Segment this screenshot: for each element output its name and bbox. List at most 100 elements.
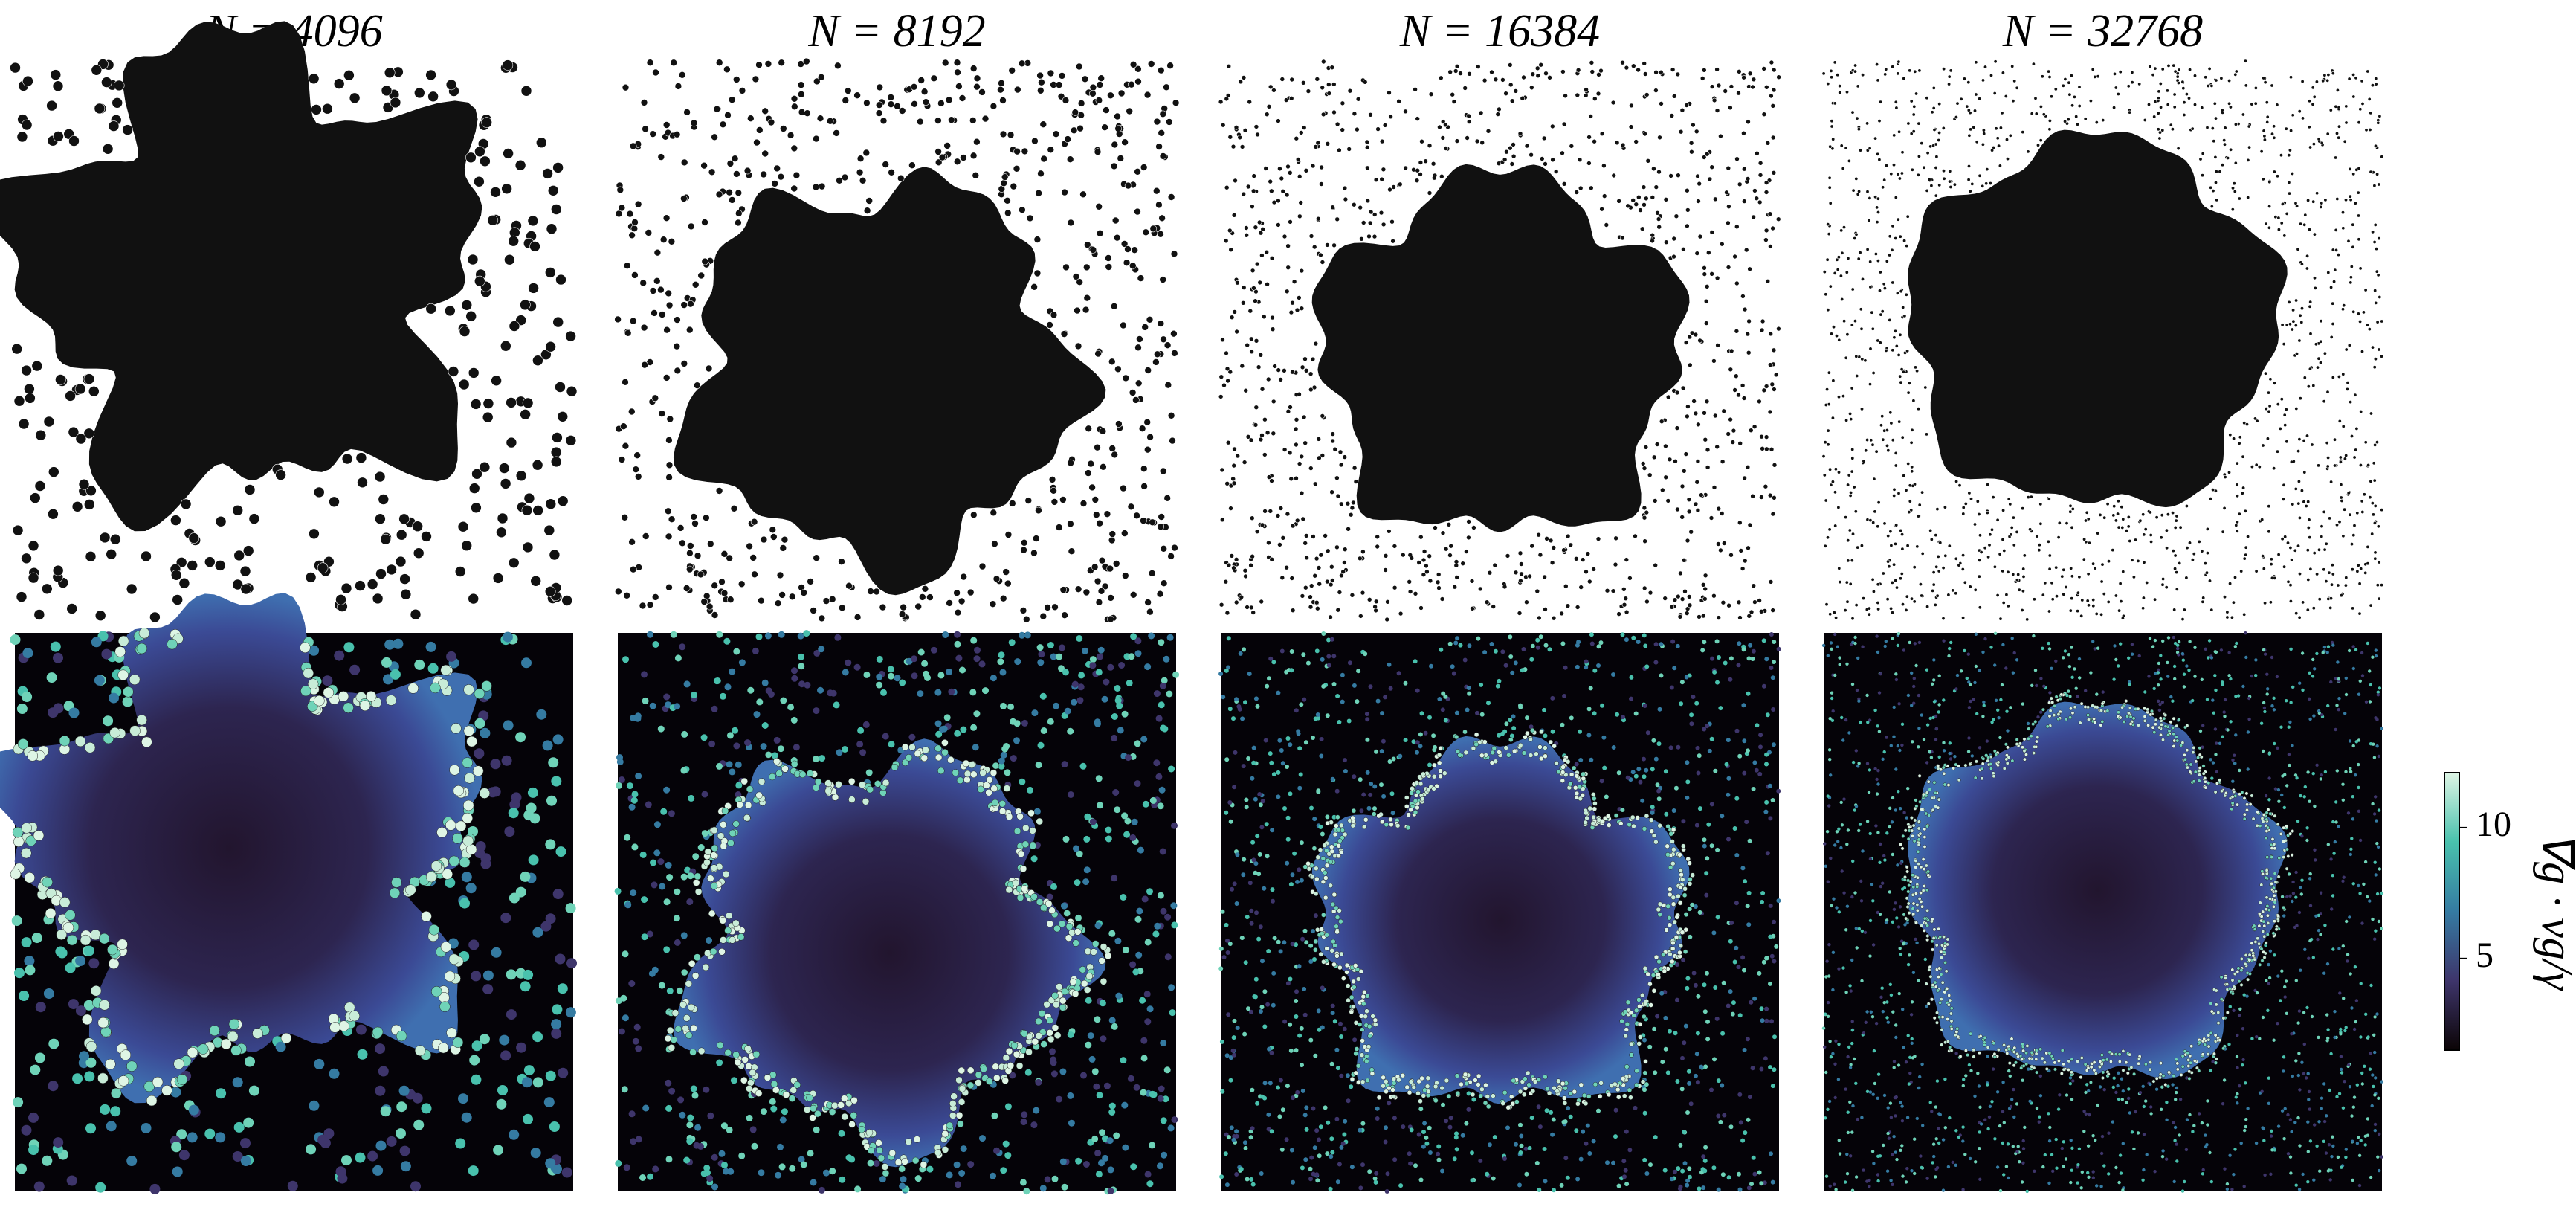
particle	[1659, 991, 1665, 996]
particle	[1256, 364, 1262, 370]
particle	[1232, 309, 1237, 315]
particle	[662, 121, 671, 129]
particle	[1525, 715, 1529, 721]
edge-particle	[1059, 997, 1067, 1005]
particle	[1769, 1151, 1773, 1156]
particle	[917, 77, 925, 84]
particle	[1153, 187, 1161, 195]
edge-particle	[859, 781, 866, 789]
particle	[1763, 237, 1769, 242]
particle	[1653, 562, 1658, 568]
edge-particle	[109, 727, 120, 738]
particle	[1103, 106, 1110, 114]
particle	[501, 183, 512, 195]
edge-particle	[25, 835, 36, 846]
edge-particle	[1525, 730, 1530, 736]
particle	[1253, 870, 1258, 875]
particle	[1093, 511, 1100, 519]
edge-particle	[1543, 753, 1548, 759]
particle	[1638, 779, 1643, 785]
edge-particle	[440, 942, 452, 953]
particle	[1726, 1175, 1731, 1180]
particle	[1384, 1125, 1388, 1130]
particle	[1035, 1078, 1042, 1086]
edge-particle	[956, 776, 964, 785]
edge-particle	[1668, 831, 1673, 837]
particle	[1253, 289, 1259, 294]
edge-particle	[1329, 948, 1334, 953]
particle	[828, 595, 836, 603]
particle	[649, 702, 656, 709]
particle	[700, 734, 708, 741]
particle	[1050, 311, 1058, 319]
particle	[1334, 121, 1340, 127]
edge-particle	[841, 1095, 848, 1102]
particle	[1009, 500, 1016, 507]
particle	[1440, 530, 1446, 536]
particle	[1668, 1029, 1672, 1034]
edge-particle	[407, 683, 419, 694]
particle	[1339, 1145, 1344, 1150]
particle	[172, 1166, 183, 1177]
particle	[2091, 67, 2095, 71]
particle	[375, 1043, 386, 1055]
particle	[35, 429, 47, 441]
particle	[955, 83, 963, 90]
particle	[1542, 574, 1547, 580]
particle	[1266, 949, 1271, 953]
particle	[1111, 734, 1118, 741]
particle	[1569, 144, 1575, 149]
edge-particle	[747, 1079, 755, 1087]
particle	[857, 727, 865, 734]
particle	[1271, 399, 1276, 405]
particle	[1249, 908, 1254, 913]
edge-particle	[1572, 1089, 1578, 1095]
particle	[399, 1145, 410, 1156]
particle	[863, 99, 871, 107]
particle	[393, 638, 404, 649]
particle	[1467, 643, 1472, 648]
particle	[1149, 518, 1156, 527]
particle	[1742, 968, 1746, 973]
particle	[1413, 590, 1418, 596]
particle	[934, 158, 943, 167]
particle	[2001, 569, 2005, 573]
particle	[1153, 759, 1161, 767]
particle	[2284, 126, 2288, 131]
particle	[481, 117, 493, 128]
particle	[683, 109, 691, 116]
particle	[761, 149, 769, 158]
particle	[68, 426, 80, 438]
particle	[1764, 752, 1769, 757]
particle	[1168, 765, 1175, 773]
edge-particle	[716, 1041, 724, 1049]
edge-particle	[1318, 951, 1324, 957]
particle	[1089, 818, 1097, 825]
edge-particle	[1687, 860, 1692, 866]
particle	[1091, 496, 1100, 503]
particle	[1381, 167, 1387, 173]
particle	[1561, 121, 1567, 127]
edge-particle	[117, 635, 129, 647]
particle	[999, 97, 1007, 104]
edge-particle	[446, 1027, 457, 1038]
particle	[216, 1088, 227, 1099]
particle	[1771, 347, 1777, 353]
particle	[317, 1134, 329, 1145]
particle	[1743, 247, 1749, 253]
particle	[1689, 721, 1694, 727]
particle	[448, 366, 459, 377]
particle	[1466, 686, 1471, 690]
particle	[816, 115, 824, 122]
particle	[1663, 474, 1668, 480]
edge-particle	[24, 872, 36, 883]
particle	[1233, 599, 1239, 605]
particle	[471, 1074, 482, 1085]
particle	[74, 383, 86, 395]
particle	[1294, 989, 1299, 994]
particle	[1620, 808, 1625, 812]
particle	[1080, 1072, 1087, 1079]
particle	[46, 672, 57, 683]
edge-particle	[1334, 929, 1340, 935]
particle	[1030, 283, 1038, 291]
